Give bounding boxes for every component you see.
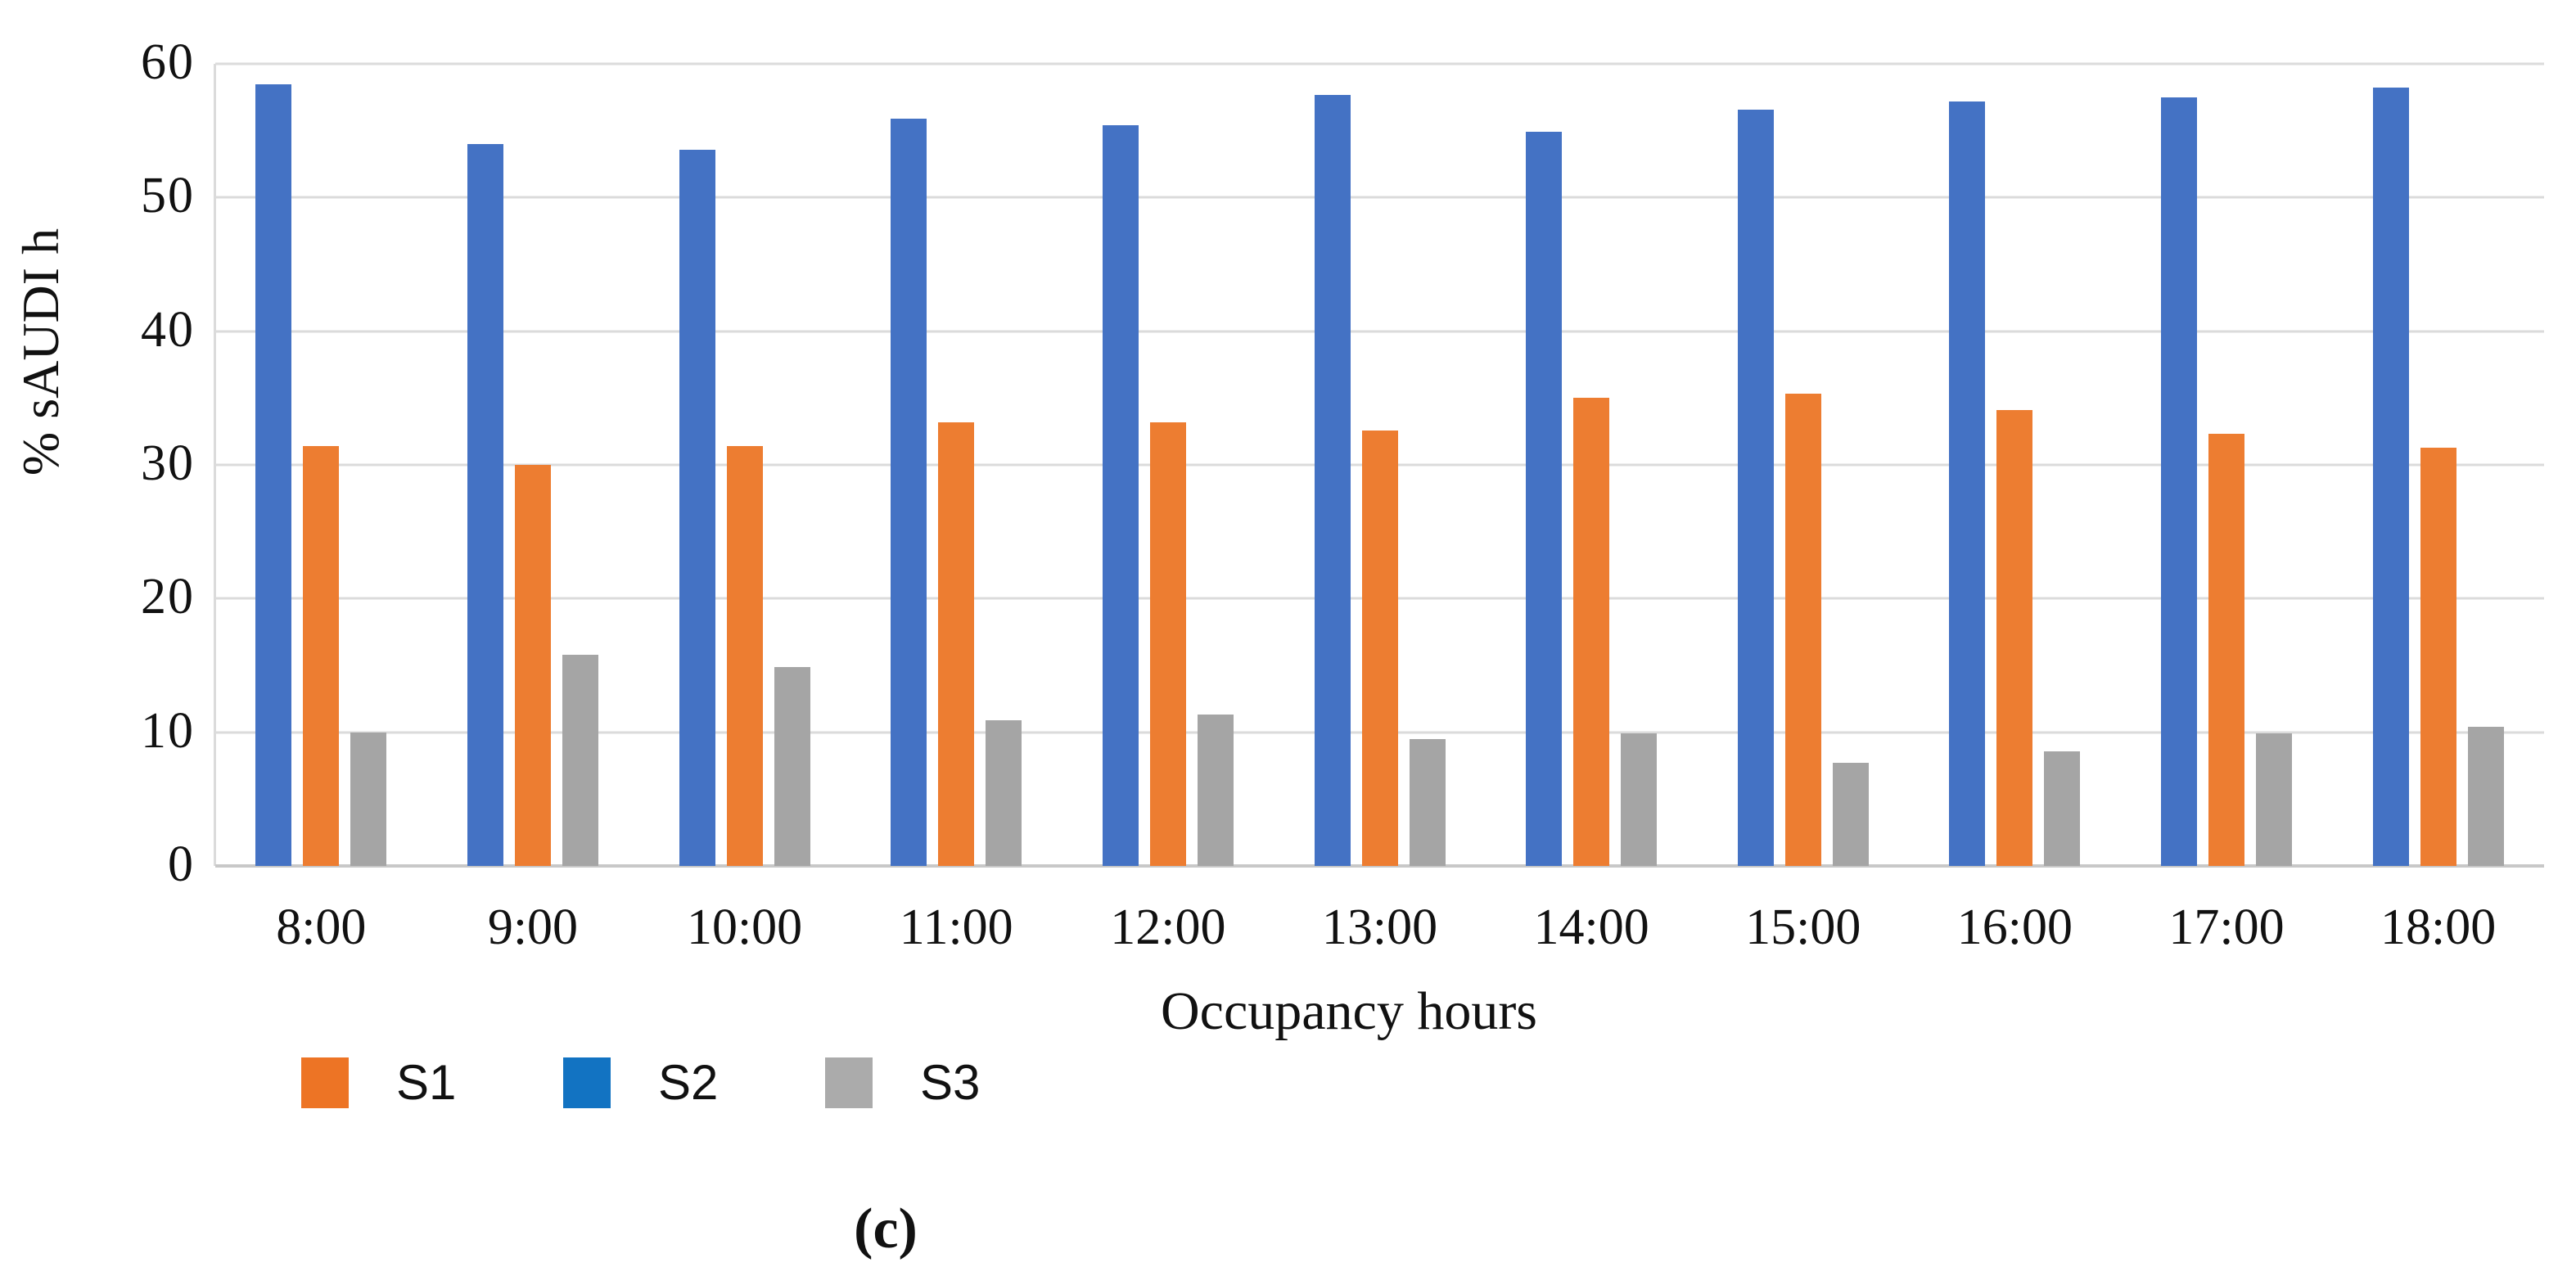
chart-legend: S1 S2 S3 <box>301 1054 1005 1111</box>
gridline <box>215 330 2544 333</box>
figure-caption: (c) <box>854 1197 918 1260</box>
bar-s1-13:00 <box>1361 430 1398 866</box>
bar-s2-18:00 <box>2372 88 2409 866</box>
x-tick-label-14:00: 14:00 <box>1533 900 1649 955</box>
y-tick-label: 10 <box>141 702 195 759</box>
gridline <box>215 62 2544 65</box>
bar-s1-12:00 <box>1149 422 1186 866</box>
x-axis-ticks: 8:00 9:00 10:00 11:00 12:00 13:00 14:00 15:00 16… <box>215 899 2544 964</box>
bar-s1-18:00 <box>2420 447 2456 866</box>
bar-s3-17:00 <box>2256 733 2293 866</box>
x-tick-label-12:00: 12:00 <box>1110 900 1226 955</box>
x-axis-title: Occupancy hours <box>1160 981 1538 1041</box>
legend-item-s1: S1 <box>301 1054 481 1111</box>
x-tick-label-8:00: 8:00 <box>276 900 367 955</box>
x-tick-label-17:00: 17:00 <box>2168 900 2285 955</box>
bar-s1-8:00 <box>303 446 340 866</box>
legend-swatch-s1 <box>301 1057 349 1108</box>
y-tick-label: 60 <box>141 34 195 91</box>
legend-swatch-s2 <box>563 1057 611 1108</box>
bar-s2-14:00 <box>1526 132 1563 866</box>
legend-swatch-s3 <box>825 1057 873 1108</box>
bar-s3-15:00 <box>1832 763 1869 866</box>
bar-group-16:00 <box>1949 64 2081 866</box>
bar-s2-15:00 <box>1737 109 1774 866</box>
legend-label-s1: S1 <box>396 1055 457 1110</box>
bar-s2-17:00 <box>2161 97 2198 866</box>
bar-s1-14:00 <box>1573 398 1610 866</box>
legend-item-s2: S2 <box>563 1054 743 1111</box>
x-tick-label-9:00: 9:00 <box>487 900 579 955</box>
bar-group-10:00 <box>679 64 810 866</box>
bar-group-13:00 <box>1314 64 1446 866</box>
bar-s3-18:00 <box>2467 727 2504 866</box>
x-tick-label-11:00: 11:00 <box>899 900 1013 955</box>
bar-s3-10:00 <box>774 666 810 866</box>
x-axis-baseline <box>215 864 2544 868</box>
y-tick-label: 50 <box>141 168 195 224</box>
x-tick-label-10:00: 10:00 <box>686 900 803 955</box>
y-tick-label: 40 <box>141 301 195 358</box>
legend-label-s3: S3 <box>920 1055 981 1110</box>
y-axis-ticks: 0 10 20 30 40 50 60 <box>0 34 195 892</box>
bar-group-14:00 <box>1526 64 1658 866</box>
bar-s3-11:00 <box>986 719 1022 866</box>
y-axis-line <box>214 64 216 866</box>
bar-s2-10:00 <box>679 149 715 866</box>
y-tick-label: 30 <box>141 435 195 492</box>
bar-s1-11:00 <box>938 422 975 866</box>
gridline <box>215 196 2544 199</box>
bar-s1-16:00 <box>1996 410 2033 866</box>
y-tick-label: 0 <box>168 836 195 893</box>
bar-s1-17:00 <box>2208 434 2245 866</box>
bar-s1-15:00 <box>1784 394 1821 866</box>
bar-s2-16:00 <box>1949 101 1986 866</box>
bar-group-12:00 <box>1102 64 1234 866</box>
bar-group-9:00 <box>467 64 598 866</box>
x-tick-label-13:00: 13:00 <box>1321 900 1438 955</box>
bar-group-11:00 <box>891 64 1022 866</box>
plot-area <box>214 62 2544 868</box>
bar-s3-13:00 <box>1409 738 1446 866</box>
bar-s3-16:00 <box>2044 751 2081 866</box>
bar-s2-9:00 <box>467 144 503 866</box>
bar-group-8:00 <box>255 64 387 866</box>
bar-group-15:00 <box>1737 64 1869 866</box>
bar-s2-13:00 <box>1314 94 1351 866</box>
bar-s3-8:00 <box>350 732 387 866</box>
bar-s1-10:00 <box>726 446 763 866</box>
legend-item-s3: S3 <box>825 1054 1005 1111</box>
bar-group-17:00 <box>2161 64 2293 866</box>
y-tick-label: 20 <box>141 569 195 625</box>
bar-s2-8:00 <box>255 83 292 866</box>
bar-s3-9:00 <box>562 654 598 866</box>
x-tick-label-18:00: 18:00 <box>2380 900 2497 955</box>
bar-s3-12:00 <box>1197 715 1234 866</box>
bar-s1-9:00 <box>514 465 551 866</box>
x-tick-label-15:00: 15:00 <box>1745 900 1861 955</box>
legend-label-s2: S2 <box>658 1055 719 1110</box>
bar-group-18:00 <box>2372 64 2504 866</box>
bar-s2-11:00 <box>891 118 927 866</box>
bar-s2-12:00 <box>1102 125 1139 866</box>
bar-s3-14:00 <box>1621 733 1658 866</box>
x-tick-label-16:00: 16:00 <box>1956 900 2073 955</box>
